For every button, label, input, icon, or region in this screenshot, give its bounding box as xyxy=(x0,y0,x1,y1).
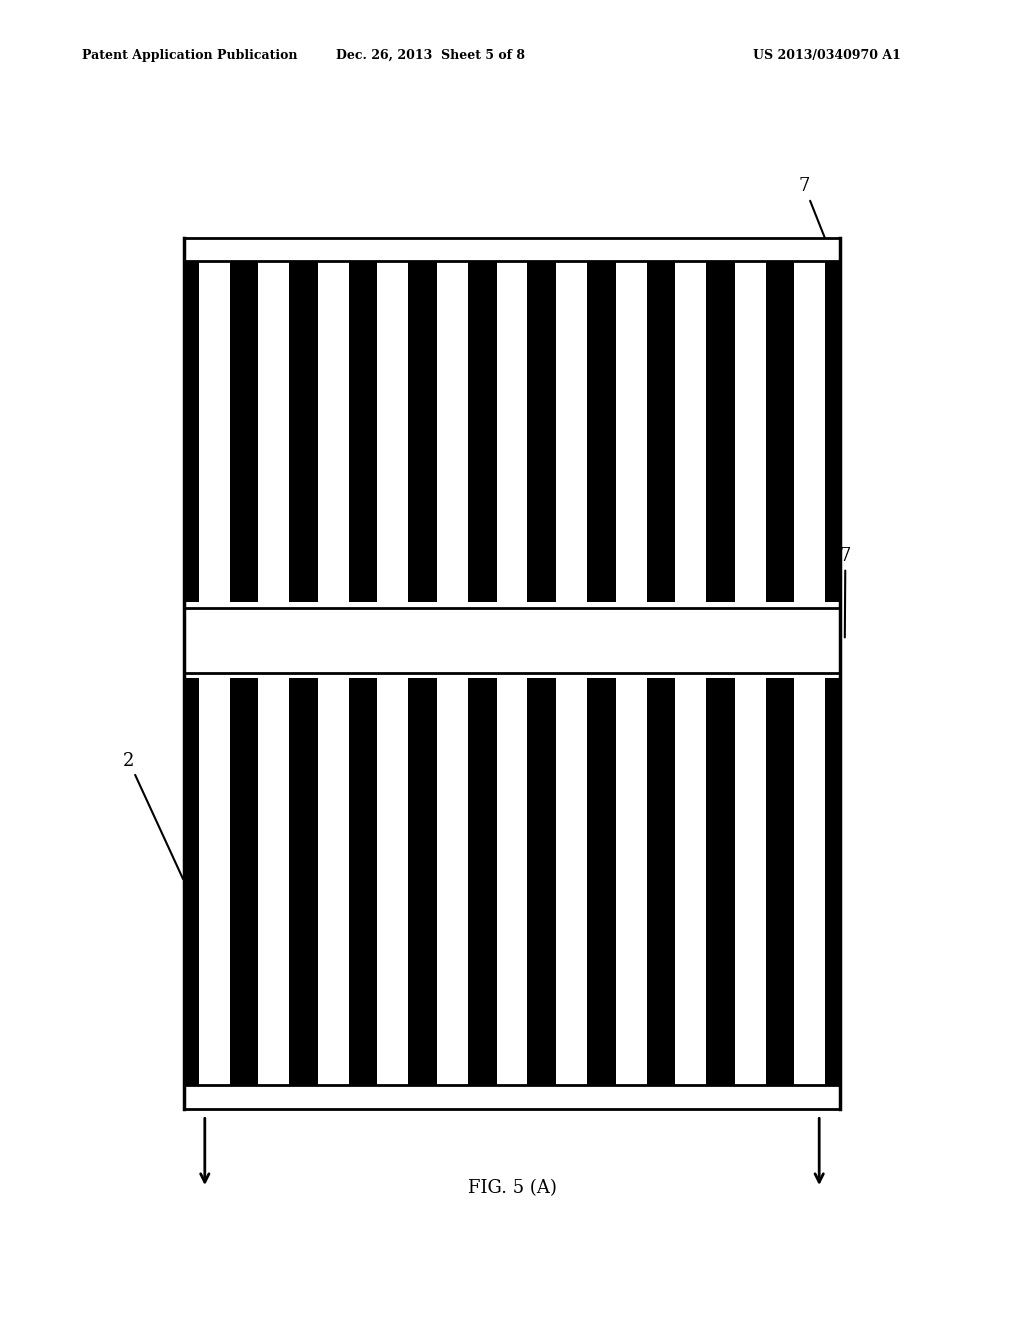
Bar xyxy=(258,261,289,602)
Bar xyxy=(795,678,825,1085)
Text: 7: 7 xyxy=(840,546,851,638)
Bar xyxy=(735,678,766,1085)
Bar xyxy=(258,678,289,1085)
Bar xyxy=(556,678,587,1085)
Bar xyxy=(317,261,349,602)
Bar xyxy=(675,261,707,602)
Bar xyxy=(795,261,825,602)
Text: 2: 2 xyxy=(123,751,183,879)
Bar xyxy=(258,261,289,602)
Bar xyxy=(497,261,527,602)
Bar xyxy=(615,678,646,1085)
Bar xyxy=(258,678,289,1085)
Bar xyxy=(615,678,646,1085)
Bar xyxy=(437,678,468,1085)
Bar xyxy=(795,261,825,602)
Bar xyxy=(199,261,229,602)
Bar xyxy=(556,678,587,1085)
Bar xyxy=(378,261,409,602)
Bar xyxy=(317,261,349,602)
Bar xyxy=(556,261,587,602)
Bar xyxy=(437,261,468,602)
Bar xyxy=(675,678,707,1085)
Bar xyxy=(378,261,409,602)
Text: US 2013/0340970 A1: US 2013/0340970 A1 xyxy=(754,49,901,62)
Bar xyxy=(437,678,468,1085)
Bar xyxy=(497,678,527,1085)
Bar xyxy=(184,238,840,261)
Bar xyxy=(184,678,840,1085)
Bar xyxy=(317,678,349,1085)
Bar xyxy=(795,678,825,1085)
Text: Dec. 26, 2013  Sheet 5 of 8: Dec. 26, 2013 Sheet 5 of 8 xyxy=(336,49,524,62)
Bar xyxy=(199,678,229,1085)
Bar xyxy=(735,261,766,602)
Bar xyxy=(615,261,646,602)
Bar xyxy=(437,261,468,602)
Bar xyxy=(735,261,766,602)
Bar xyxy=(615,261,646,602)
Text: Patent Application Publication: Patent Application Publication xyxy=(82,49,297,62)
Bar xyxy=(184,1085,840,1109)
Bar xyxy=(184,261,840,602)
Bar xyxy=(556,261,587,602)
Bar xyxy=(675,261,707,602)
Text: 7: 7 xyxy=(799,177,828,247)
Bar xyxy=(675,678,707,1085)
Bar xyxy=(497,261,527,602)
Bar xyxy=(378,678,409,1085)
Bar xyxy=(184,607,840,672)
Bar xyxy=(317,678,349,1085)
Bar xyxy=(497,678,527,1085)
Bar xyxy=(199,261,229,602)
Text: FIG. 5 (A): FIG. 5 (A) xyxy=(468,1179,556,1197)
Bar xyxy=(378,678,409,1085)
Bar xyxy=(735,678,766,1085)
Bar xyxy=(199,678,229,1085)
